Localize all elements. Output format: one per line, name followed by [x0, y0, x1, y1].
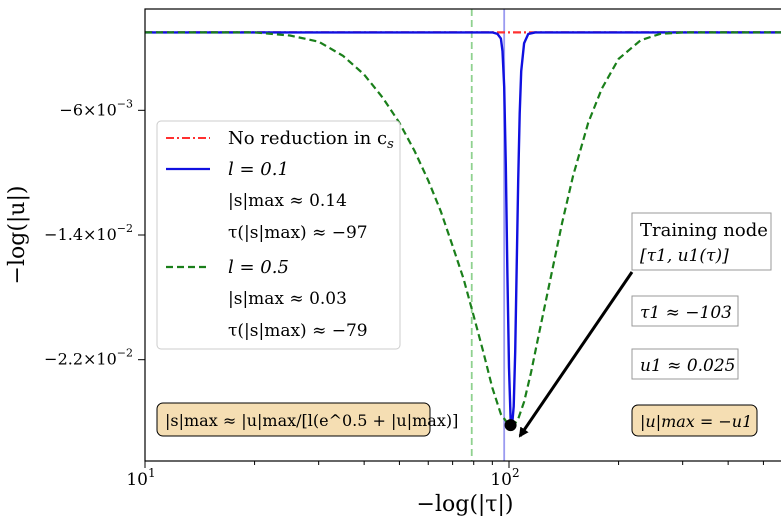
formula-box	[156, 402, 431, 437]
legend-label-no-reduction: No reduction in cs	[228, 128, 394, 152]
legend-note-l01-tau: τ(|s|max) ≈ −97	[228, 223, 368, 243]
legend: No reduction in cs l = 0.1 |s|max ≈ 0.14…	[156, 120, 401, 350]
tau1-annotation: τ1 ≈ −103	[631, 295, 739, 327]
legend-label-l01: l = 0.1	[228, 159, 289, 180]
u1-box	[631, 348, 739, 380]
legend-note-l05-smax: |s|max ≈ 0.03	[228, 289, 347, 309]
u1-text: u1 ≈ 0.025	[640, 356, 735, 376]
x-axis-ticks: 101 102	[126, 461, 764, 490]
formula-annotation: |s|max ≈ |u|max/[l(e^0.5 + |u|max)]	[156, 402, 458, 437]
x-axis-label: −log(|τ|)	[417, 492, 514, 516]
plot-area: 101 102 −6×10−3 −1.4×10−2 −2.2×10−2	[44, 8, 781, 490]
series-group	[145, 31, 781, 427]
training-node-title: Training node	[640, 220, 768, 241]
formula-text: |s|max ≈ |u|max/[l(e^0.5 + |u|max)]	[165, 411, 458, 430]
x-tick-label: 102	[490, 466, 519, 490]
series-line-1	[145, 31, 781, 427]
umax-box	[631, 404, 758, 437]
y-axis-label: −log(|u|)	[5, 186, 30, 285]
y-tick-label: −6×10−3	[59, 97, 133, 119]
training-node-box	[631, 212, 772, 271]
umax-text: |u|max = −u1	[640, 412, 752, 431]
y-tick-label: −2.2×10−2	[44, 347, 133, 369]
tau1-text: τ1 ≈ −103	[640, 303, 732, 323]
legend-note-l05-tau: τ(|s|max) ≈ −79	[228, 321, 368, 341]
legend-note-l01-smax: |s|max ≈ 0.14	[228, 191, 347, 211]
series-line-2	[145, 31, 781, 427]
training-node-arrow	[518, 271, 634, 438]
training-node-marker	[504, 419, 517, 432]
legend-box	[156, 120, 401, 350]
y-tick-label: −1.4×10−2	[44, 222, 133, 244]
training-node-annotation: Training node [τ1, u1(τ)]	[518, 212, 772, 438]
y-axis-ticks: −6×10−3 −1.4×10−2 −2.2×10−2	[44, 97, 145, 369]
tau1-box	[631, 295, 739, 327]
u1-annotation: u1 ≈ 0.025	[631, 348, 739, 380]
legend-label-l05: l = 0.5	[228, 257, 289, 278]
umax-annotation: |u|max = −u1	[631, 404, 758, 437]
x-tick-label: 101	[126, 466, 155, 490]
vertical-guide-lines	[470, 9, 506, 461]
training-node-math: [τ1, u1(τ)]	[640, 246, 729, 266]
